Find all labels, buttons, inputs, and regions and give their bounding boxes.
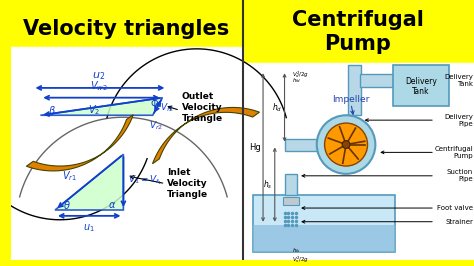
Text: Delivery
Tank: Delivery Tank <box>444 74 473 87</box>
Text: $V_1=V_{f_1}$: $V_1=V_{f_1}$ <box>128 174 163 188</box>
Text: Delivery
Pipe: Delivery Pipe <box>444 114 473 127</box>
Text: Foot valve: Foot valve <box>437 205 473 211</box>
Bar <box>393 65 448 106</box>
Text: $h_s$: $h_s$ <box>263 178 273 191</box>
Text: $V_2$: $V_2$ <box>88 103 100 117</box>
Text: Inlet
Velocity
Triangle: Inlet Velocity Triangle <box>167 168 209 199</box>
Text: Centrifugal: Centrifugal <box>292 10 424 30</box>
Text: Tank: Tank <box>412 87 429 96</box>
Text: Delivery: Delivery <box>405 77 437 86</box>
Text: Suction
Pipe: Suction Pipe <box>447 169 473 182</box>
Bar <box>284 174 297 195</box>
Circle shape <box>342 141 350 148</box>
Polygon shape <box>27 115 133 171</box>
Text: $V_{r1}$: $V_{r1}$ <box>63 169 77 183</box>
Text: Centrifugal
Pump: Centrifugal Pump <box>434 146 473 159</box>
Text: Hg: Hg <box>249 143 261 152</box>
Text: Pump: Pump <box>324 34 391 54</box>
Text: $h_{fd}$: $h_{fd}$ <box>292 76 301 85</box>
Bar <box>348 65 361 115</box>
Text: Outlet
Velocity
Triangle: Outlet Velocity Triangle <box>182 92 223 123</box>
Text: $V_s^2/2g$: $V_s^2/2g$ <box>292 254 310 265</box>
Polygon shape <box>40 98 163 115</box>
Circle shape <box>317 115 375 174</box>
Text: Impeller: Impeller <box>332 94 370 103</box>
Text: $\Phi$: $\Phi$ <box>150 97 159 109</box>
Bar <box>284 139 355 151</box>
Bar <box>360 74 393 87</box>
Bar <box>243 64 474 260</box>
Polygon shape <box>153 107 259 164</box>
Text: $u_2$: $u_2$ <box>92 70 106 82</box>
Text: $h_{fs}$: $h_{fs}$ <box>292 246 301 255</box>
Polygon shape <box>55 154 123 210</box>
Text: $u_1$: $u_1$ <box>83 222 95 234</box>
Text: $V_d^2/2g$: $V_d^2/2g$ <box>292 69 310 80</box>
Text: $V_{w2}$: $V_{w2}$ <box>90 79 108 93</box>
Bar <box>11 47 243 260</box>
Bar <box>253 225 395 252</box>
Text: $\alpha$: $\alpha$ <box>108 200 116 210</box>
Text: $V_{f2}$: $V_{f2}$ <box>160 101 173 114</box>
Text: Velocity triangles: Velocity triangles <box>23 19 229 39</box>
Bar <box>283 197 299 205</box>
Text: $V_{r2}$: $V_{r2}$ <box>148 119 163 132</box>
Circle shape <box>325 123 367 166</box>
Text: $\theta$: $\theta$ <box>63 199 71 211</box>
Text: $h_d$: $h_d$ <box>272 101 283 114</box>
Text: $\beta$: $\beta$ <box>48 104 56 118</box>
Text: Strainer: Strainer <box>445 219 473 225</box>
Bar <box>253 195 395 252</box>
